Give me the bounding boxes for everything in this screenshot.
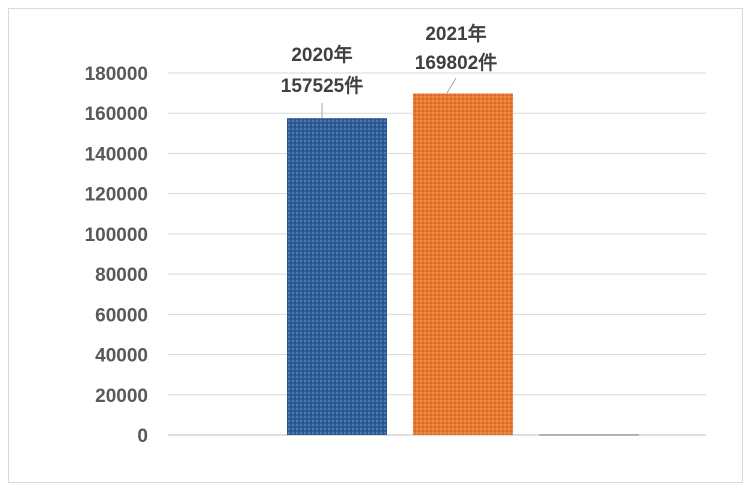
y-tick-label: 180000	[85, 64, 148, 85]
y-axis: 0 20000 40000 60000 80000 100000 120000 140000 1…	[85, 64, 148, 447]
bar	[539, 434, 639, 436]
bar	[413, 93, 513, 435]
y-tick-label: 80000	[95, 265, 148, 286]
bars	[287, 93, 639, 436]
data-label-year: 2020年	[291, 43, 352, 66]
data-labels: 2020年 157525件 2021年 169802件	[281, 22, 497, 118]
y-tick-label: 140000	[85, 144, 148, 165]
data-label-value: 157525件	[281, 74, 363, 97]
bar	[287, 118, 387, 436]
data-label-value: 169802件	[415, 51, 497, 74]
y-tick-label: 160000	[85, 104, 148, 125]
y-tick-label: 20000	[95, 386, 148, 407]
data-label-year: 2021年	[425, 22, 486, 45]
y-tick-label: 40000	[95, 346, 148, 367]
y-tick-label: 0	[137, 426, 148, 447]
y-tick-label: 100000	[85, 225, 148, 246]
data-label-leader	[446, 77, 457, 94]
y-tick-label: 60000	[95, 305, 148, 326]
y-tick-label: 120000	[85, 185, 148, 206]
